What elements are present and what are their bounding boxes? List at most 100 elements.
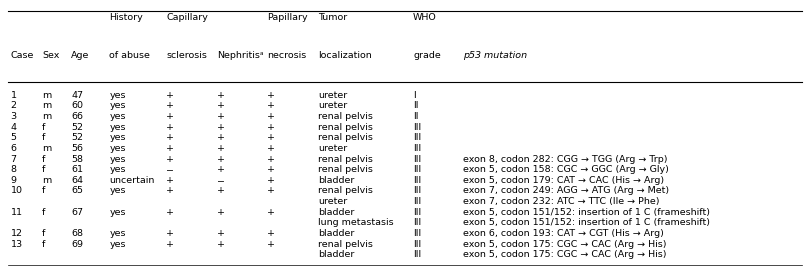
Text: +: + <box>267 208 275 217</box>
Text: III: III <box>413 250 421 259</box>
Text: 68: 68 <box>71 229 83 238</box>
Text: exon 5, codon 175: CGC → CAC (Arg → His): exon 5, codon 175: CGC → CAC (Arg → His) <box>463 240 667 249</box>
Text: Capillary: Capillary <box>166 13 208 22</box>
Text: +: + <box>217 229 225 238</box>
Text: 58: 58 <box>71 154 83 164</box>
Text: +: + <box>166 91 174 100</box>
Text: −: − <box>166 165 174 174</box>
Text: exon 8, codon 282: CGG → TGG (Arg → Trp): exon 8, codon 282: CGG → TGG (Arg → Trp) <box>463 154 667 164</box>
Text: +: + <box>217 154 225 164</box>
Text: renal pelvis: renal pelvis <box>318 165 373 174</box>
Text: m: m <box>42 112 51 121</box>
Text: +: + <box>267 229 275 238</box>
Text: yes: yes <box>109 154 126 164</box>
Text: uncertain: uncertain <box>109 176 155 185</box>
Text: +: + <box>217 112 225 121</box>
Text: m: m <box>42 144 51 153</box>
Text: localization: localization <box>318 51 372 60</box>
Text: renal pelvis: renal pelvis <box>318 240 373 249</box>
Text: yes: yes <box>109 240 126 249</box>
Text: III: III <box>413 229 421 238</box>
Text: III: III <box>413 154 421 164</box>
Text: grade: grade <box>413 51 441 60</box>
Text: +: + <box>166 123 174 132</box>
Text: +: + <box>217 123 225 132</box>
Text: 64: 64 <box>71 176 83 185</box>
Text: +: + <box>166 112 174 121</box>
Text: +: + <box>267 133 275 142</box>
Text: 3: 3 <box>11 112 17 121</box>
Text: Tumor: Tumor <box>318 13 347 22</box>
Text: III: III <box>413 197 421 206</box>
Text: III: III <box>413 240 421 249</box>
Text: +: + <box>217 144 225 153</box>
Text: III: III <box>413 165 421 174</box>
Text: 52: 52 <box>71 133 83 142</box>
Text: necrosis: necrosis <box>267 51 306 60</box>
Text: m: m <box>42 91 51 100</box>
Text: 11: 11 <box>11 208 23 217</box>
Text: +: + <box>217 133 225 142</box>
Text: m: m <box>42 176 51 185</box>
Text: f: f <box>42 229 45 238</box>
Text: f: f <box>42 154 45 164</box>
Text: yes: yes <box>109 91 126 100</box>
Text: +: + <box>267 101 275 110</box>
Text: 10: 10 <box>11 187 23 196</box>
Text: of abuse: of abuse <box>109 51 150 60</box>
Text: renal pelvis: renal pelvis <box>318 187 373 196</box>
Text: History: History <box>109 13 143 22</box>
Text: +: + <box>166 144 174 153</box>
Text: +: + <box>166 133 174 142</box>
Text: exon 5, codon 179: CAT → CAC (His → Arg): exon 5, codon 179: CAT → CAC (His → Arg) <box>463 176 664 185</box>
Text: +: + <box>267 240 275 249</box>
Text: yes: yes <box>109 229 126 238</box>
Text: yes: yes <box>109 112 126 121</box>
Text: +: + <box>267 123 275 132</box>
Text: +: + <box>217 208 225 217</box>
Text: +: + <box>267 144 275 153</box>
Text: bladder: bladder <box>318 208 355 217</box>
Text: yes: yes <box>109 133 126 142</box>
Text: f: f <box>42 208 45 217</box>
Text: renal pelvis: renal pelvis <box>318 133 373 142</box>
Text: III: III <box>413 208 421 217</box>
Text: ureter: ureter <box>318 101 347 110</box>
Text: III: III <box>413 144 421 153</box>
Text: WHO: WHO <box>413 13 437 22</box>
Text: ureter: ureter <box>318 91 347 100</box>
Text: renal pelvis: renal pelvis <box>318 123 373 132</box>
Text: +: + <box>267 176 275 185</box>
Text: exon 6, codon 193: CAT → CGT (His → Arg): exon 6, codon 193: CAT → CGT (His → Arg) <box>463 229 664 238</box>
Text: Sex: Sex <box>42 51 59 60</box>
Text: 61: 61 <box>71 165 83 174</box>
Text: 9: 9 <box>11 176 16 185</box>
Text: exon 5, codon 175: CGC → CAC (Arg → His): exon 5, codon 175: CGC → CAC (Arg → His) <box>463 250 667 259</box>
Text: f: f <box>42 133 45 142</box>
Text: +: + <box>166 240 174 249</box>
Text: 52: 52 <box>71 123 83 132</box>
Text: 1: 1 <box>11 91 16 100</box>
Text: 6: 6 <box>11 144 16 153</box>
Text: +: + <box>267 187 275 196</box>
Text: +: + <box>166 176 174 185</box>
Text: +: + <box>166 229 174 238</box>
Text: renal pelvis: renal pelvis <box>318 112 373 121</box>
Text: +: + <box>267 112 275 121</box>
Text: exon 7, codon 232: ATC → TTC (Ile → Phe): exon 7, codon 232: ATC → TTC (Ile → Phe) <box>463 197 660 206</box>
Text: −: − <box>217 176 225 185</box>
Text: renal pelvis: renal pelvis <box>318 154 373 164</box>
Text: bladder: bladder <box>318 176 355 185</box>
Text: bladder: bladder <box>318 229 355 238</box>
Text: III: III <box>413 133 421 142</box>
Text: ureter: ureter <box>318 197 347 206</box>
Text: sclerosis: sclerosis <box>166 51 207 60</box>
Text: +: + <box>267 165 275 174</box>
Text: III: III <box>413 187 421 196</box>
Text: 4: 4 <box>11 123 16 132</box>
Text: 60: 60 <box>71 101 83 110</box>
Text: ureter: ureter <box>318 144 347 153</box>
Text: 56: 56 <box>71 144 83 153</box>
Text: 67: 67 <box>71 208 83 217</box>
Text: 13: 13 <box>11 240 23 249</box>
